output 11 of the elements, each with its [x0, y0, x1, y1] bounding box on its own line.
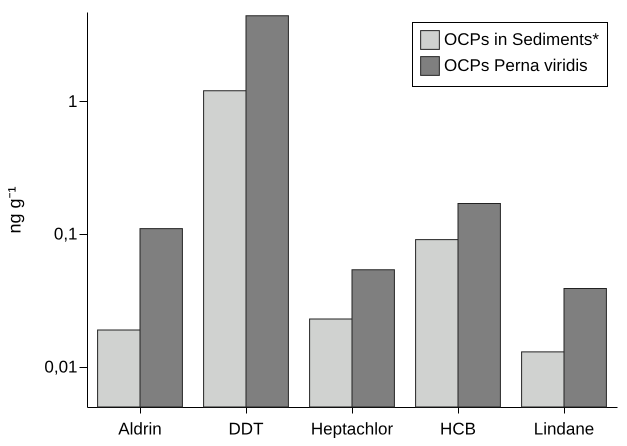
x-tick-label: HCB [440, 420, 476, 438]
x-tick-label: Aldrin [118, 420, 162, 438]
x-tick-label: Heptachlor [310, 420, 394, 438]
legend-label: OCPs in Sediments* [444, 30, 600, 49]
y-tick-label: 0,01 [44, 358, 78, 377]
x-tick-label: Lindane [534, 420, 594, 438]
y-tick-label: 0,1 [54, 224, 78, 244]
y-tick-label: 1 [68, 92, 78, 111]
x-tick-label: DDT [228, 420, 264, 438]
y-axis-title: ng g⁻¹ [4, 186, 24, 234]
legend-label: OCPs Perna viridis [444, 56, 588, 75]
